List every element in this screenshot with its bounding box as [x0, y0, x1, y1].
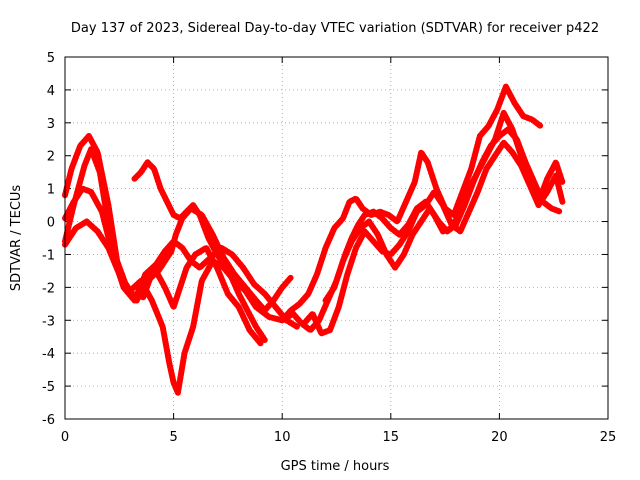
y-axis-label: SDTVAR / TECUs: [9, 185, 24, 292]
series-track-9: [322, 126, 564, 304]
series-track-9-core: [324, 128, 562, 302]
x-tick-label: 25: [600, 430, 617, 445]
series-track-3-core: [63, 220, 295, 394]
x-tick-label: 0: [61, 430, 69, 445]
y-tick-label: -1: [42, 248, 55, 263]
y-tick-label: 1: [47, 183, 55, 198]
y-tick-label: -5: [42, 380, 55, 395]
y-tick-label: -3: [42, 314, 55, 329]
y-tick-label: 5: [47, 51, 55, 66]
series-layer: [62, 83, 566, 396]
chart-title: Day 137 of 2023, Sidereal Day-to-day VTE…: [71, 21, 599, 36]
series-track-6-core: [280, 85, 542, 322]
x-tick-label: 20: [491, 430, 508, 445]
x-tick-label: 5: [169, 430, 177, 445]
y-tick-label: -2: [42, 281, 55, 296]
series-track-5-core: [133, 161, 267, 342]
series-track-2-core: [63, 147, 262, 345]
y-tick-label: 4: [47, 84, 55, 99]
y-tick-label: 2: [47, 150, 55, 165]
plot-frame: [64, 56, 609, 420]
grid-layer: [65, 57, 608, 419]
x-axis-label: GPS time / hours: [281, 459, 390, 474]
y-tick-label: 0: [47, 216, 55, 231]
series-track-8-core: [302, 141, 564, 335]
y-tick-label: -4: [42, 347, 55, 362]
series-track-4-core: [63, 187, 299, 329]
series-track-2: [62, 146, 264, 347]
y-tick-label: -6: [42, 413, 55, 428]
x-tick-label: 15: [383, 430, 400, 445]
series-track-1-core: [63, 134, 293, 312]
x-tick-label: 10: [274, 430, 291, 445]
y-tick-label: 3: [47, 117, 55, 132]
